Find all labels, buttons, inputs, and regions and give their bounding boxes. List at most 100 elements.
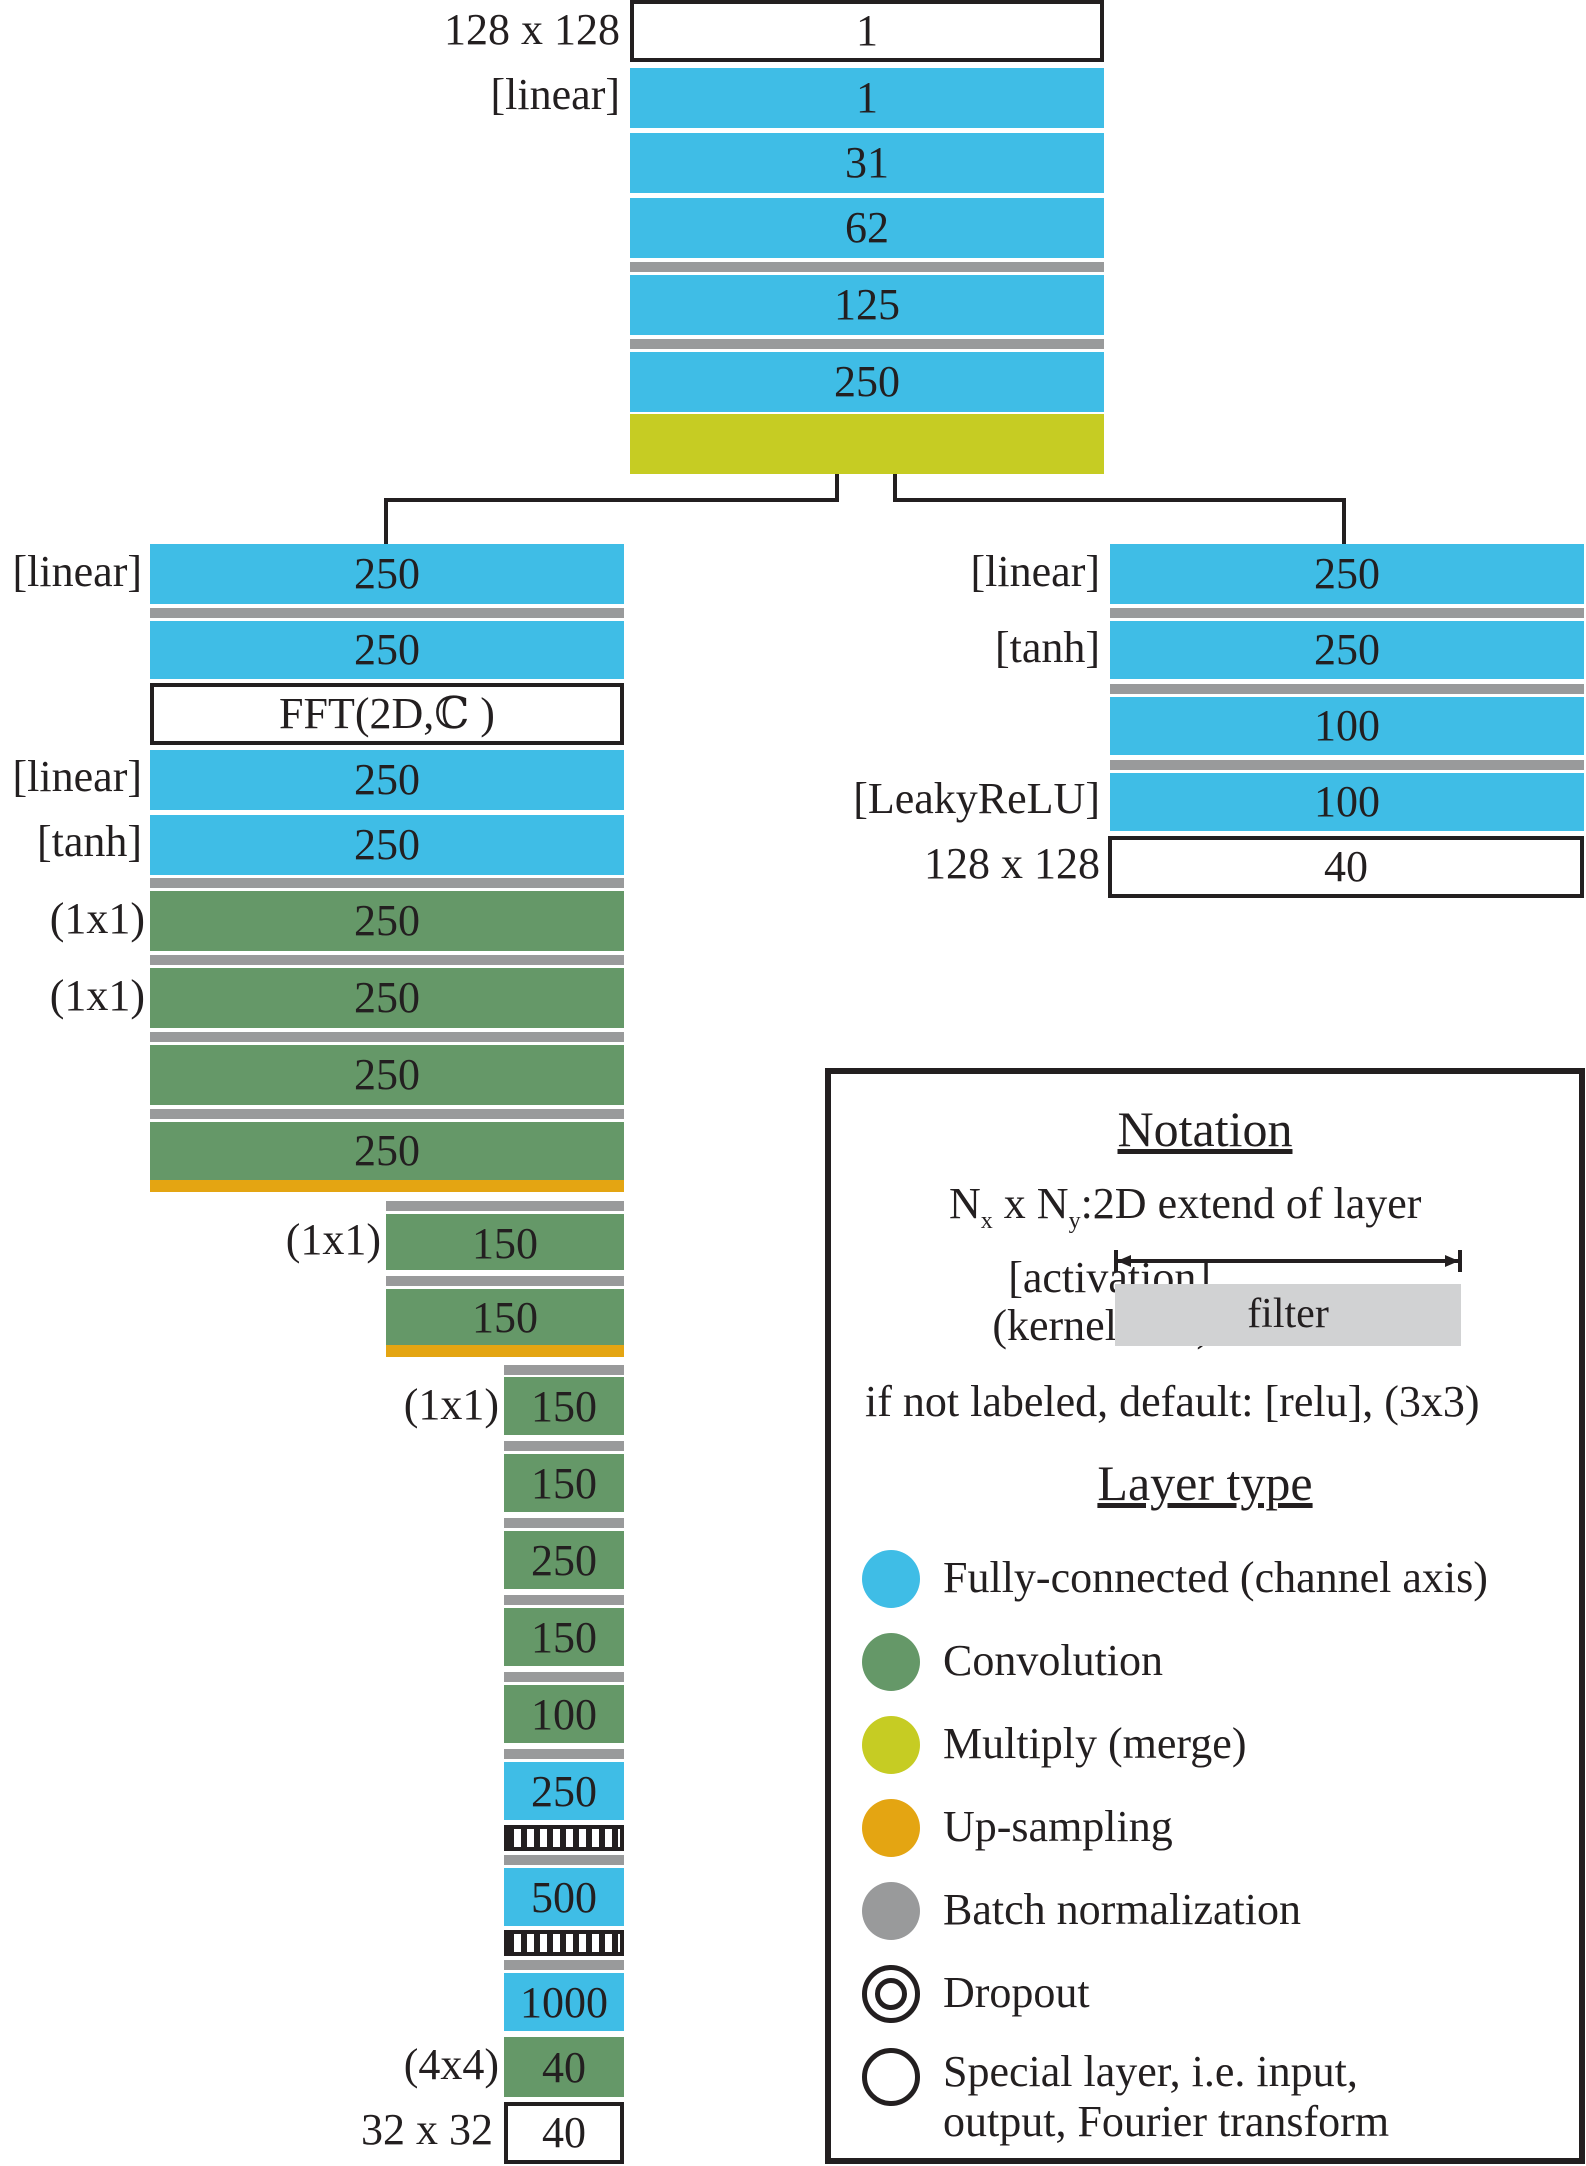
top-input-layer: 1 (630, 0, 1104, 62)
left-conv7-kernel: (1x1) (403, 1380, 499, 1429)
right-fc1-activation: [linear] (970, 547, 1100, 596)
dropout-label: Dropout (943, 1968, 1090, 2017)
left-dropout-2 (504, 1930, 624, 1956)
left-batchnorm-7 (386, 1276, 624, 1286)
right-fc2-activation: [tanh] (994, 623, 1100, 672)
left-fc2-layer: 250 (150, 621, 624, 679)
right-batchnorm-1 (1110, 608, 1584, 618)
multiply-merge-layer (630, 414, 1104, 474)
left-batchnorm-9 (504, 1441, 624, 1451)
right-output-size: 128 x 128 (924, 839, 1100, 888)
default-note: if not labeled, default: [relu], (3x3) (865, 1377, 1480, 1426)
top-input-size: 128 x 128 (444, 5, 620, 54)
left-upsampling-2 (386, 1345, 624, 1357)
convolution-swatch (862, 1633, 920, 1691)
left-conv4-layer: 250 (150, 1122, 624, 1180)
left-fc1-activation: [linear] (12, 547, 142, 596)
left-batchnorm-2 (150, 878, 624, 888)
fully-connected-label: Fully-connected (channel axis) (943, 1553, 1488, 1602)
left-batchnorm-5 (150, 1109, 624, 1119)
batchnorm-swatch (862, 1882, 920, 1940)
left-conv9-layer: 250 (504, 1531, 624, 1589)
left-conv1-layer: 250 (150, 891, 624, 951)
left-conv1-kernel: (1x1) (49, 894, 145, 943)
top-fc5-layer: 250 (630, 352, 1104, 412)
left-batchnorm-4 (150, 1032, 624, 1042)
left-batchnorm-10 (504, 1518, 624, 1528)
left-batchnorm-3 (150, 955, 624, 965)
special-layer-label-line2: output, Fourier transform (943, 2097, 1390, 2146)
right-fc1-layer: 250 (1110, 544, 1584, 604)
left-batchnorm-1 (150, 608, 624, 618)
left-conv6-layer: 150 (386, 1289, 624, 1345)
left-conv5-kernel: (1x1) (285, 1215, 381, 1264)
left-batchnorm-12 (504, 1672, 624, 1682)
batchnorm-label: Batch normalization (943, 1885, 1301, 1934)
top-fc2-layer: 31 (630, 133, 1104, 193)
upsampling-swatch (862, 1799, 920, 1857)
connector-left-vertical (835, 474, 839, 502)
fully-connected-swatch (862, 1550, 920, 1608)
left-conv10-layer: 150 (504, 1608, 624, 1666)
left-conv8-layer: 150 (504, 1454, 624, 1512)
connector-left-down (384, 498, 388, 544)
left-conv12-layer: 40 (504, 2037, 624, 2097)
top-fc4-layer: 125 (630, 275, 1104, 335)
special-layer-label: Special layer, i.e. input, (943, 2047, 1358, 2096)
special-layer-icon (862, 2048, 920, 2106)
left-batchnorm-15 (504, 1960, 624, 1970)
top-fc1-layer: 1 (630, 68, 1104, 128)
left-batchnorm-11 (504, 1595, 624, 1605)
left-batchnorm-8 (504, 1365, 624, 1375)
left-batchnorm-13 (504, 1749, 624, 1759)
right-batchnorm-2 (1110, 684, 1584, 694)
left-fc3-layer: 250 (150, 750, 624, 810)
connector-right-down (1342, 498, 1346, 544)
multiply-swatch (862, 1716, 920, 1774)
left-fc4-activation: [tanh] (36, 817, 142, 866)
left-conv11-layer: 100 (504, 1685, 624, 1743)
left-conv5-layer: 150 (386, 1214, 624, 1270)
connector-left-horizontal (384, 498, 839, 502)
right-fc4-activation: [LeakyReLU] (853, 774, 1100, 823)
left-conv12-kernel: (4x4) (403, 2040, 499, 2089)
extent-notation: Nx x Ny:2D extend of layer (949, 1179, 1422, 1234)
right-output-layer: 40 (1108, 836, 1584, 898)
left-fc4-layer: 250 (150, 815, 624, 875)
top-fc3-layer: 62 (630, 198, 1104, 258)
filter-width-arrow (1114, 1250, 1462, 1272)
left-conv7-layer: 150 (504, 1377, 624, 1435)
left-dropout-1 (504, 1825, 624, 1851)
left-fc5-layer: 250 (504, 1762, 624, 1820)
right-fc2-layer: 250 (1110, 621, 1584, 679)
left-output-layer: 40 (504, 2102, 624, 2164)
left-output-size: 32 x 32 (361, 2105, 493, 2154)
left-batchnorm-6 (386, 1201, 624, 1211)
top-batchnorm-1 (630, 262, 1104, 272)
right-fc4-layer: 100 (1110, 773, 1584, 831)
upsampling-label: Up-sampling (943, 1802, 1173, 1851)
right-batchnorm-3 (1110, 760, 1584, 770)
connector-right-horizontal (893, 498, 1346, 502)
left-fc7-layer: 1000 (504, 1973, 624, 2031)
left-fc3-activation: [linear] (12, 752, 142, 801)
multiply-label: Multiply (merge) (943, 1719, 1247, 1768)
right-fc3-layer: 100 (1110, 697, 1584, 755)
layer-type-title: Layer type (1097, 1455, 1313, 1511)
top-batchnorm-2 (630, 339, 1104, 349)
left-batchnorm-14 (504, 1855, 624, 1865)
filter-example: filter (1115, 1284, 1461, 1346)
left-fc6-layer: 500 (504, 1868, 624, 1926)
left-upsampling-1 (150, 1180, 624, 1192)
left-conv3-layer: 250 (150, 1045, 624, 1105)
top-fc1-activation: [linear] (490, 70, 620, 119)
convolution-label: Convolution (943, 1636, 1164, 1685)
left-conv2-layer: 250 (150, 968, 624, 1028)
fft-layer: FFT(2D,ℂ ) (150, 683, 624, 745)
legend-box: Notation Nx x Ny:2D extend of layer [act… (825, 1068, 1585, 2164)
connector-right-vertical (893, 474, 897, 502)
left-fc1-layer: 250 (150, 544, 624, 604)
dropout-icon-inner (875, 1978, 907, 2010)
notation-title: Notation (1117, 1101, 1293, 1157)
